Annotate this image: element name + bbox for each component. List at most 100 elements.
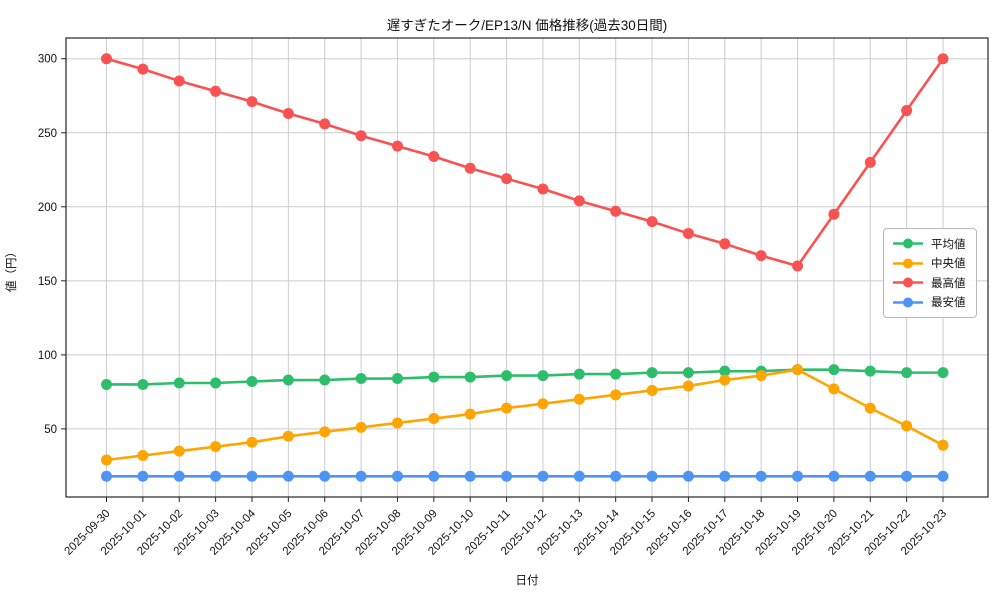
data-point-average (173, 377, 185, 389)
legend-marker-max (893, 277, 923, 288)
data-point-median (173, 445, 185, 457)
series-average (101, 364, 949, 390)
data-point-max (319, 118, 331, 130)
legend-item-max: 最高値 (892, 273, 966, 293)
svg-text:50: 50 (44, 424, 57, 436)
data-point-median (864, 402, 876, 414)
data-point-min (137, 470, 149, 482)
data-point-average (137, 378, 149, 390)
data-point-median (391, 417, 403, 429)
legend-marker-min (893, 297, 923, 308)
data-point-min (573, 470, 585, 482)
data-point-min (610, 470, 622, 482)
data-point-max (537, 183, 549, 195)
data-point-median (355, 421, 367, 433)
data-point-max (864, 156, 876, 168)
data-point-average (355, 373, 367, 385)
data-point-max (246, 96, 258, 108)
series-max (101, 53, 949, 272)
data-point-min (464, 470, 476, 482)
data-point-average (610, 368, 622, 380)
data-point-min (501, 470, 513, 482)
data-point-average (246, 376, 258, 388)
series-median (101, 364, 949, 466)
data-point-max (682, 227, 694, 239)
data-point-average (646, 367, 658, 379)
data-point-median (792, 364, 804, 376)
data-point-max (792, 260, 804, 272)
data-point-min (646, 470, 658, 482)
data-point-max (646, 216, 658, 228)
data-point-median (828, 383, 840, 395)
svg-text:250: 250 (38, 128, 57, 140)
data-point-min (428, 470, 440, 482)
x-tick-labels: 2025-09-302025-10-012025-10-022025-10-03… (63, 507, 950, 558)
data-point-min (210, 470, 222, 482)
legend-label-average: 平均値 (931, 238, 966, 251)
data-point-median (682, 380, 694, 392)
data-point-median (719, 374, 731, 386)
data-point-max (901, 105, 913, 117)
data-point-median (937, 439, 949, 451)
data-point-min (282, 470, 294, 482)
data-point-median (137, 450, 149, 462)
data-point-median (573, 393, 585, 405)
data-point-median (101, 454, 112, 466)
tick-marks (61, 58, 944, 502)
data-point-average (864, 365, 876, 377)
legend: 平均値中央値最高値最安値 (883, 228, 977, 318)
chart-title: 遅すぎたオーク/EP13/N 価格推移(過去30日間) (386, 18, 668, 33)
data-point-average (901, 367, 913, 379)
legend-item-median: 中央値 (892, 254, 966, 274)
data-point-max (101, 53, 112, 65)
data-point-max (464, 162, 476, 174)
data-point-median (464, 408, 476, 420)
data-point-median (901, 420, 913, 432)
data-point-average (464, 371, 476, 383)
data-point-min (173, 470, 185, 482)
data-point-average (719, 365, 731, 377)
data-point-median (428, 413, 440, 425)
data-point-min (828, 470, 840, 482)
legend-item-min: 最安値 (892, 293, 966, 313)
svg-text:100: 100 (38, 350, 57, 362)
data-point-min (937, 470, 949, 482)
legend-item-average: 平均値 (892, 234, 966, 254)
data-point-average (501, 370, 513, 382)
data-point-max (282, 108, 294, 120)
data-point-average (282, 374, 294, 386)
data-point-max (755, 250, 767, 262)
data-point-median (501, 402, 513, 414)
data-point-average (391, 373, 403, 385)
data-point-max (137, 63, 149, 75)
data-point-average (682, 367, 694, 379)
data-point-max (937, 53, 949, 65)
data-point-median (610, 389, 622, 401)
legend-marker-median (893, 258, 923, 269)
series-min (101, 470, 949, 482)
legend-label-max: 最高値 (931, 277, 966, 290)
data-point-min (792, 470, 804, 482)
data-point-max (719, 238, 731, 250)
data-point-min (355, 470, 367, 482)
data-point-average (828, 364, 840, 376)
data-point-min (682, 470, 694, 482)
legend-label-median: 中央値 (931, 258, 966, 271)
data-point-max (828, 208, 840, 220)
data-point-average (210, 377, 222, 389)
data-point-average (573, 368, 585, 380)
legend-label-min: 最安値 (931, 297, 966, 310)
data-point-min (101, 470, 112, 482)
data-point-max (501, 173, 513, 185)
data-point-median (537, 398, 549, 410)
data-point-median (246, 436, 258, 448)
y-axis-label: 値（円） (6, 246, 18, 292)
grid (66, 38, 988, 497)
data-point-max (173, 75, 185, 87)
data-point-max (210, 85, 222, 97)
data-point-min (246, 470, 258, 482)
data-point-average (101, 378, 112, 390)
data-point-average (937, 367, 949, 379)
